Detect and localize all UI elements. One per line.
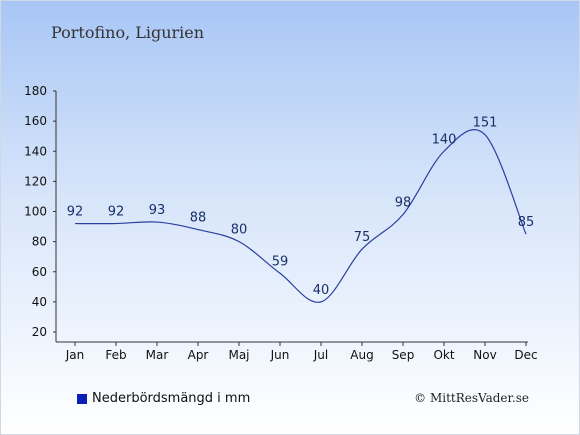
y-tick-label: 160 xyxy=(24,114,47,128)
chart-title: Portofino, Ligurien xyxy=(51,23,205,42)
data-label: 40 xyxy=(313,283,330,298)
data-label: 85 xyxy=(518,215,535,230)
data-label: 59 xyxy=(272,254,289,269)
y-tick-label: 60 xyxy=(32,265,47,279)
x-tick-label: Apr xyxy=(188,348,209,362)
x-tick-label: Aug xyxy=(350,348,373,362)
legend-swatch xyxy=(77,393,87,404)
x-tick-label: Sep xyxy=(392,348,415,362)
data-label: 151 xyxy=(473,116,498,131)
x-tick-label: Jan xyxy=(65,348,85,362)
x-tick-label: Okt xyxy=(433,348,454,362)
data-label: 80 xyxy=(231,223,248,238)
y-tick-label: 180 xyxy=(24,84,47,98)
data-label: 88 xyxy=(190,211,207,226)
y-tick-label: 100 xyxy=(24,205,47,219)
y-tick-label: 120 xyxy=(24,174,47,188)
data-label: 92 xyxy=(67,205,84,220)
y-tick-label: 140 xyxy=(24,144,47,158)
x-tick-label: Jul xyxy=(313,348,328,362)
x-tick-label: Nov xyxy=(473,348,496,362)
data-label: 140 xyxy=(432,132,457,147)
data-label: 98 xyxy=(395,196,412,211)
data-label: 92 xyxy=(108,205,125,220)
data-label: 75 xyxy=(354,230,371,245)
x-tick-label: Maj xyxy=(228,348,249,362)
y-tick-label: 40 xyxy=(32,295,47,309)
series-line-precipitation xyxy=(74,128,527,303)
legend: Nederbördsmängd i mm xyxy=(77,391,250,406)
y-tick-label: 80 xyxy=(32,235,47,249)
x-tick-label: Mar xyxy=(146,348,169,362)
legend-label: Nederbördsmängd i mm xyxy=(92,391,251,406)
x-tick-label: Dec xyxy=(514,348,537,362)
credit: © MittResVader.se xyxy=(414,391,529,405)
data-label: 93 xyxy=(149,203,166,218)
x-tick-label: Jun xyxy=(270,348,290,362)
x-tick-label: Feb xyxy=(105,348,126,362)
y-tick-label: 20 xyxy=(32,325,47,339)
